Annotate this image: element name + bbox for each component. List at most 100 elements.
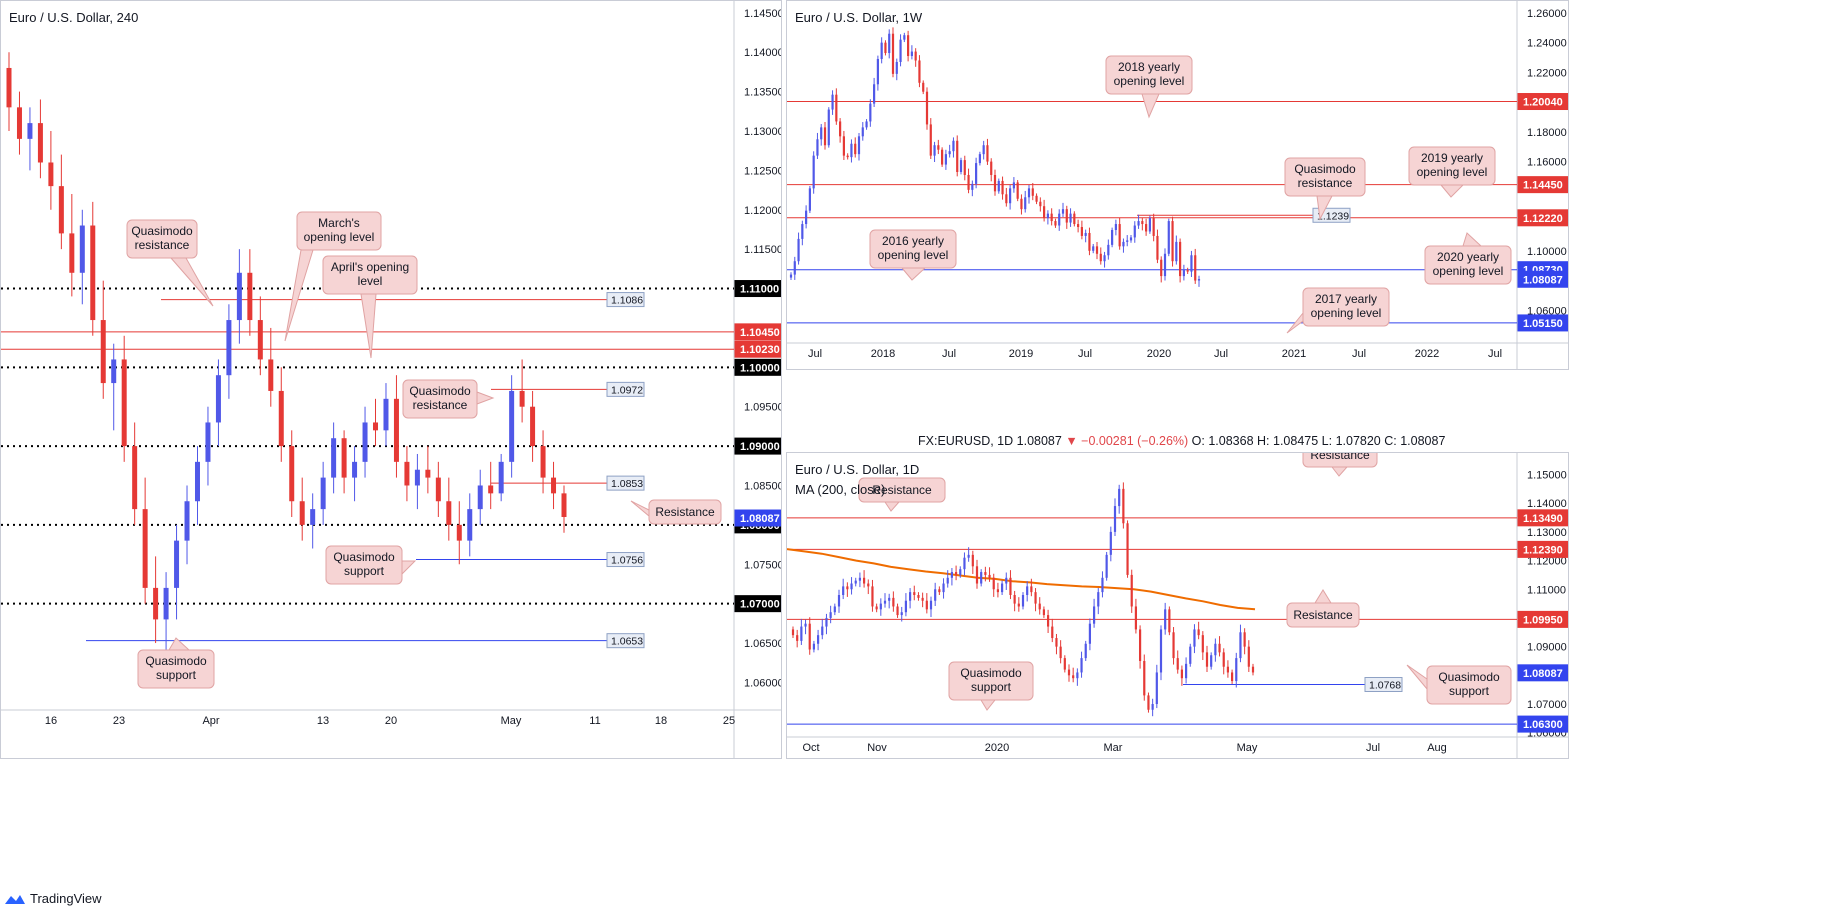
w1-candle: [1065, 209, 1068, 223]
d1-ma-line: [787, 548, 1256, 611]
d1-candle: [837, 595, 841, 607]
d1-candle: [858, 577, 862, 581]
h4-y-tick: 1.13000: [744, 126, 781, 138]
chart-panel-4h[interactable]: 1.14500 1.14000 1.13500 1.13000 1.12500 1.120…: [0, 0, 782, 759]
w1-candle: [1160, 259, 1163, 277]
d1-candle: [804, 623, 807, 627]
w1-candle: [986, 145, 989, 162]
w1-x-tick: 2018: [871, 348, 895, 360]
w1-candle: [835, 94, 838, 122]
h4-candle: [48, 162, 54, 187]
d1-candle: [1226, 666, 1230, 673]
h4-x-tick: 13: [317, 715, 329, 727]
w1-candle: [808, 188, 811, 211]
d1-x-tick: Oct: [802, 742, 819, 754]
h4-candle: [132, 446, 138, 510]
d1-candle: [975, 566, 979, 584]
h4-x-tick: 18: [655, 715, 667, 727]
d1-callout-pointer: [1314, 589, 1332, 604]
d1-candle: [1092, 606, 1096, 624]
w1-callout: [1284, 157, 1366, 197]
w1-candle: [1133, 225, 1136, 238]
d1-candle: [850, 583, 853, 590]
w1-candle: [1069, 213, 1072, 223]
d1-candle: [800, 626, 803, 641]
w1-candle: [857, 136, 861, 155]
d1-candle: [996, 589, 1000, 593]
h4-callout-pointer: [169, 257, 214, 307]
h4-callout-text: Quasimodo: [131, 224, 193, 238]
w1-candle: [846, 155, 849, 158]
h4-candle: [205, 422, 211, 462]
h4-callout: [296, 211, 382, 251]
d1-level-label: 1.0768: [1369, 680, 1401, 692]
w1-x-tick: Jul: [1214, 348, 1228, 360]
w1-price-tag: [1517, 270, 1568, 288]
chart-panel-1w[interactable]: 1.26000 1.24000 1.22000 1.18000 1.16000 1.100…: [786, 0, 1569, 370]
w1-callout-pointer: [1462, 232, 1483, 247]
d1-y-tick: 1.12000: [1527, 556, 1567, 568]
d1-candle: [1101, 577, 1104, 593]
d1-candle: [1134, 606, 1138, 630]
chart-panel-1d[interactable]: 1.150001.140001.130001.120001.110001.100…: [786, 452, 1569, 759]
h4-candle: [27, 123, 33, 139]
h4-callout-text: support: [344, 564, 385, 578]
h4-callout-text: opening level: [304, 230, 375, 244]
h4-y-tick: 1.14500: [744, 8, 781, 20]
w1-candle: [1088, 232, 1091, 251]
h4-candle: [174, 540, 180, 588]
w1-candle: [812, 155, 815, 189]
h4-callout: [126, 219, 198, 259]
w1-candle: [816, 139, 819, 156]
h4-callout-text: Quasimodo: [409, 384, 471, 398]
h4-candle: [289, 446, 295, 502]
change-value: ▼ −0.00281 (−0.26%): [1065, 434, 1189, 448]
h4-price-tag: [734, 323, 781, 341]
h4-candle: [393, 398, 399, 462]
h4-candle: [142, 509, 148, 588]
d1-level-label-box: [1364, 677, 1403, 693]
h4-candle: [456, 524, 462, 541]
h4-candle: [194, 461, 200, 502]
d1-candle: [934, 589, 937, 601]
d1-candle: [1113, 506, 1117, 532]
w1-callout: [1424, 245, 1512, 285]
w1-candle: [1005, 194, 1008, 204]
d1-candle: [862, 577, 866, 584]
w1-candle: [1129, 237, 1133, 241]
tradingview-brand[interactable]: TradingView: [4, 891, 102, 906]
w1-candle: [1194, 255, 1197, 281]
d1-candle: [1021, 595, 1025, 607]
h4-y-tick: 1.13500: [744, 87, 781, 99]
w1-candle: [869, 103, 872, 122]
d1-callout-text: Resistance: [872, 483, 932, 497]
d1-candle: [1017, 603, 1020, 607]
h4-level-label: 1.0653: [611, 636, 643, 648]
h4-price-tag: [734, 280, 781, 298]
w1-candle: [1107, 244, 1110, 256]
w1-candle: [899, 39, 902, 62]
h4-level-label: 1.0756: [611, 555, 643, 567]
d1-candle: [875, 606, 878, 610]
w1-candle: [827, 109, 830, 146]
h4-callout: [322, 255, 418, 295]
h4-y-tick: 1.12500: [744, 165, 781, 177]
d1-candle: [1063, 658, 1066, 670]
w1-candle: [1145, 224, 1148, 232]
w1-candle: [1118, 224, 1121, 247]
h4-level-label-box: [606, 381, 645, 397]
w1-candle: [1156, 235, 1159, 260]
d1-candle: [888, 597, 891, 601]
d1-candle: [1000, 583, 1004, 593]
d1-x-tick: Mar: [1104, 742, 1123, 754]
w1-callout: [1105, 55, 1193, 95]
d1-candle: [1055, 638, 1058, 647]
w1-callout: [869, 229, 957, 269]
d1-y-tick: 1.09000: [1527, 642, 1567, 654]
h4-candle: [6, 67, 12, 108]
w1-price-tag: [1517, 176, 1568, 194]
w1-callout: [1302, 287, 1390, 327]
d1-callout-text: Resistance: [1310, 453, 1370, 462]
h4-callout-text: March's: [318, 216, 360, 230]
w1-x-tick: 2020: [1147, 348, 1171, 360]
